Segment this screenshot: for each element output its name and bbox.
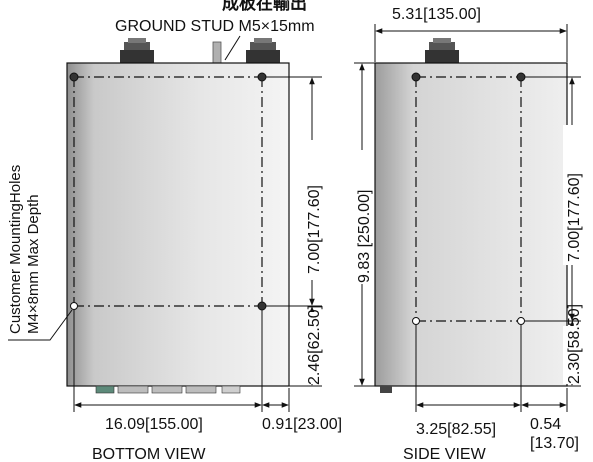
title-fragment: 成板在輸出	[222, 0, 307, 13]
bottom-vdim-label-hole: 7.00[177.60]	[306, 185, 323, 274]
side-rf-connector	[425, 38, 459, 63]
bottom-hole-top-left	[69, 72, 79, 82]
side-offset-label-line1: 0.54	[530, 416, 561, 433]
bottom-connectors	[95, 385, 241, 394]
bottom-hole-bottom-right	[257, 301, 267, 311]
bottom-vdim-label-lower: 2.46[62.50]	[306, 305, 323, 385]
rf-connector-right	[246, 38, 280, 63]
side-hole-top-right	[516, 72, 526, 82]
ground-stud	[212, 41, 222, 64]
side-hole-bottom-right	[517, 317, 525, 325]
side-vdim-label-hole: 7.00[177.60]	[566, 173, 583, 262]
rf-connector-left	[120, 38, 154, 63]
ground-stud-label: GROUND STUD M5×15mm	[115, 18, 315, 35]
top-width-label: 5.31[135.00]	[392, 6, 481, 23]
side-hdim-label: 3.25[82.55]	[416, 421, 496, 438]
side-hole-top-left	[411, 72, 421, 82]
side-view-caption: SIDE VIEW	[403, 446, 487, 462]
side-view-panel	[374, 62, 568, 387]
bottom-offset-label: 0.91[23.00]	[262, 416, 342, 433]
side-bottom-connector	[380, 386, 392, 393]
side-offset-label-line2: [13.70]	[530, 435, 579, 452]
mounting-holes-label-line2: M4×8mm Max Depth	[25, 194, 42, 334]
bottom-hdim-label: 16.09[155.00]	[105, 416, 203, 433]
bottom-view-panel	[66, 62, 290, 387]
side-overall-height-label: 9.83 [250.00]	[356, 190, 373, 283]
ground-stud-leader	[224, 35, 241, 61]
mounting-holes-leader	[8, 309, 73, 341]
bottom-view-caption: BOTTOM VIEW	[92, 446, 206, 462]
side-vdim-label-lower: 2.30[58.50]	[566, 304, 583, 384]
bottom-hole-top-right	[257, 72, 267, 82]
side-hole-bottom-left	[412, 317, 420, 325]
mounting-holes-label-line1: Customer MountingHoles	[7, 165, 24, 334]
bottom-hole-bottom-left	[70, 302, 78, 310]
